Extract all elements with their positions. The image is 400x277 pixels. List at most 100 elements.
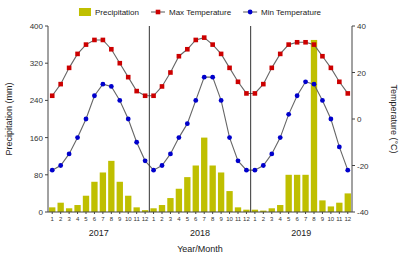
x-tick [111, 212, 112, 214]
legend-marker [248, 10, 253, 15]
x-tick-label: 2 [160, 216, 164, 222]
x-tick-label: 4 [279, 216, 283, 222]
marker [210, 75, 215, 80]
marker [244, 168, 249, 173]
x-tick [339, 212, 340, 214]
bar [100, 172, 106, 212]
bar [49, 207, 55, 212]
x-tick [271, 212, 272, 214]
legend-item: Max Temperature [151, 8, 232, 17]
marker [193, 98, 198, 103]
x-tick [178, 212, 179, 214]
y-tick [45, 212, 48, 213]
x-tick-label: 5 [84, 216, 88, 222]
x-tick-label: 7 [101, 216, 105, 222]
marker [117, 61, 122, 66]
marker [236, 80, 241, 85]
marker [109, 84, 114, 89]
marker [202, 75, 207, 80]
x-tick-label: 4 [76, 216, 80, 222]
x-tick-label: 12 [344, 216, 351, 222]
x-tick [94, 212, 95, 214]
line [52, 77, 348, 170]
marker [168, 151, 173, 156]
x-tick-label: 1 [253, 216, 257, 222]
x-tick [69, 212, 70, 214]
marker [126, 75, 131, 80]
marker [177, 54, 182, 59]
x-tick-label: 8 [110, 216, 114, 222]
marker [151, 168, 156, 173]
marker [252, 168, 257, 173]
marker [286, 112, 291, 117]
x-tick-label: 7 [203, 216, 207, 222]
x-tick [195, 212, 196, 214]
x-tick-label: 11 [134, 216, 141, 222]
bar [74, 205, 80, 212]
y-axis-line [48, 26, 49, 212]
x-tick [119, 212, 120, 214]
x-tick [60, 212, 61, 214]
bar [277, 205, 283, 212]
marker [58, 163, 63, 168]
x-tick-label: 10 [125, 216, 132, 222]
x-tick [238, 212, 239, 214]
marker [261, 82, 266, 87]
marker [84, 42, 89, 47]
y-tick-label: 320 [30, 59, 44, 68]
x-tick [52, 212, 53, 214]
marker [143, 158, 148, 163]
x-tick-label: 5 [287, 216, 291, 222]
x-tick [212, 212, 213, 214]
marker [219, 98, 224, 103]
y-tick-label: 400 [30, 22, 44, 31]
marker [328, 117, 333, 122]
x-tick [136, 212, 137, 214]
y-tick-label: 80 [34, 171, 43, 180]
marker [337, 80, 342, 85]
bar [269, 208, 275, 212]
marker [312, 42, 317, 47]
x-tick-label: 5 [186, 216, 190, 222]
marker [210, 42, 215, 47]
marker [50, 93, 55, 98]
marker [253, 91, 258, 96]
marker [320, 54, 325, 59]
bar [311, 40, 317, 212]
y2-tick [352, 165, 355, 166]
x-tick [128, 212, 129, 214]
x-tick [229, 212, 230, 214]
x-tick [347, 212, 348, 214]
x-tick [145, 212, 146, 214]
marker [269, 66, 274, 71]
marker [75, 135, 80, 140]
marker [286, 42, 291, 47]
bar [176, 189, 182, 212]
bar [218, 172, 224, 212]
marker [160, 163, 165, 168]
x-tick [162, 212, 163, 214]
bar [117, 182, 123, 212]
x-tick-label: 8 [211, 216, 215, 222]
bar [58, 203, 64, 212]
x-axis-line [48, 212, 352, 213]
x-tick-label: 6 [194, 216, 198, 222]
x-tick-label: 12 [243, 216, 250, 222]
x-tick-label: 9 [118, 216, 122, 222]
marker [295, 40, 300, 45]
legend-marker [156, 10, 161, 15]
x-tick [254, 212, 255, 214]
bar [328, 206, 334, 212]
x-tick-label: 9 [321, 216, 325, 222]
marker [126, 117, 131, 122]
marker [261, 163, 266, 168]
legend-label: Precipitation [95, 8, 139, 17]
marker [337, 145, 342, 150]
y-tick-label: 240 [30, 96, 44, 105]
bar [134, 207, 140, 212]
bar [150, 208, 156, 212]
marker [303, 79, 308, 84]
x-tick-label: 8 [312, 216, 316, 222]
x-tick-label: 3 [67, 216, 71, 222]
x-tick-label: 6 [93, 216, 97, 222]
